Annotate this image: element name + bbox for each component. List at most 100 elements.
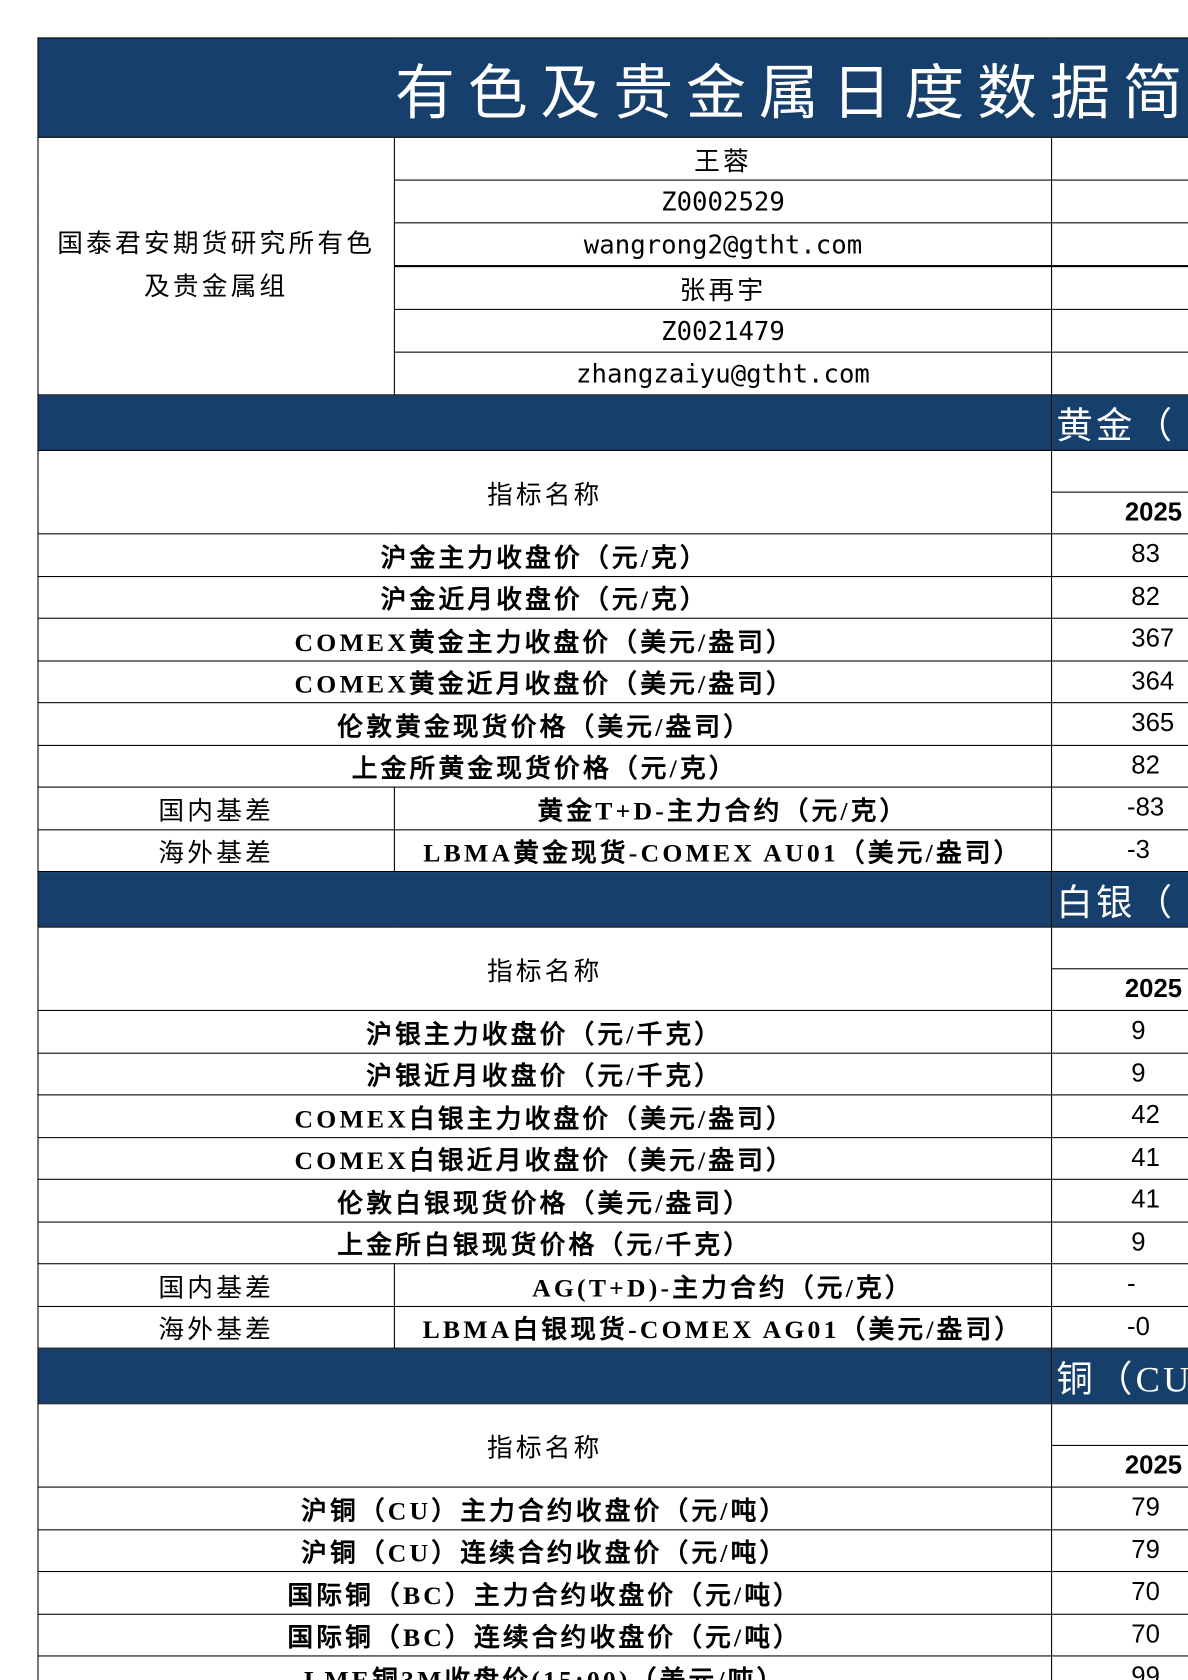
indicator-value: 42 (1051, 1094, 1188, 1138)
indicator-name: 上金所黄金现货价格（元/克） (37, 744, 1053, 788)
indicator-value: 99 (1051, 1655, 1188, 1680)
indicator-name: 沪铜（CU）连续合约收盘价（元/吨） (37, 1528, 1053, 1573)
team-name: 国泰君安期货研究所有色及贵金属组 (37, 136, 395, 396)
column-header: 指标名称 (37, 449, 1188, 535)
indicator-header: 指标名称 (37, 1403, 1053, 1488)
indicator-value: 365 (1051, 702, 1188, 746)
basis-value: -83 (1051, 786, 1188, 830)
date-header: 2025 (1051, 1444, 1188, 1488)
column-header: 2025 (38, 1444, 1188, 1488)
indicator-name: 沪金近月收盘价（元/克） (37, 575, 1053, 619)
indicator-name: COMEX黄金近月收盘价（美元/盎司） (37, 659, 1053, 704)
indicator-value: 79 (1051, 1486, 1188, 1530)
section-title: 黄金（ (1051, 394, 1188, 451)
data-row: COMEX白银近月收盘价（美元/盎司） 41 (37, 1136, 1188, 1180)
empty-cell (1051, 1403, 1188, 1446)
basis-value: - (1051, 1263, 1188, 1307)
indicator-value: 79 (1051, 1528, 1188, 1573)
member-name: 张再宇 (393, 265, 1053, 310)
section-band (37, 1347, 1053, 1405)
data-row: 上金所白银现货价格（元/千克） 9 (37, 1220, 1188, 1265)
section-header: 铜（CU, (37, 1347, 1188, 1405)
basis-name: LBMA白银现货-COMEX AG01（美元/盎司） (393, 1305, 1053, 1349)
info-row: Z0021479 (38, 308, 1188, 353)
indicator-name: 伦敦白银现货价格（美元/盎司） (37, 1178, 1053, 1223)
indicator-name: 上金所白银现货价格（元/千克） (37, 1220, 1053, 1265)
column-header: 指标名称 (37, 1403, 1188, 1488)
data-row: LME铜3M收盘价(15:00)（美元/吨）99 (37, 1655, 1188, 1680)
indicator-value: 9 (1051, 1052, 1188, 1096)
data-row: 伦敦黄金现货价格（美元/盎司） 365 (37, 702, 1188, 746)
indicator-name: 伦敦黄金现货价格（美元/盎司） (37, 702, 1053, 746)
data-row: 国际铜（BC）连续合约收盘价（元/吨） 70 (37, 1613, 1188, 1657)
basis-row: 国内基差 AG(T+D)-主力合约（元/克） - (37, 1263, 1188, 1307)
column-header: 2025 (38, 968, 1188, 1011)
member-name: 王蓉 (393, 136, 1053, 181)
empty-cell (1051, 308, 1188, 353)
indicator-header: 指标名称 (37, 926, 1053, 1011)
section-title: 白银（ (1051, 870, 1188, 928)
empty-cell (1051, 926, 1188, 970)
basis-row: 国内基差 黄金T+D-主力合约（元/克） -83 (37, 786, 1188, 830)
empty-cell (1051, 351, 1188, 396)
data-row: 沪铜（CU）连续合约收盘价（元/吨） 79 (37, 1528, 1188, 1573)
empty-cell (1051, 136, 1188, 181)
section-title: 铜（CU, (1051, 1347, 1188, 1405)
basis-group: 国内基差 (37, 786, 395, 830)
empty-cell (1051, 179, 1188, 224)
indicator-value: 364 (1051, 659, 1188, 704)
data-row: 沪铜（CU）主力合约收盘价（元/吨） 79 (37, 1486, 1188, 1530)
data-row: 沪金主力收盘价（元/克） 83 (37, 533, 1188, 577)
basis-name: 黄金T+D-主力合约（元/克） (393, 786, 1053, 830)
basis-name: LBMA黄金现货-COMEX AU01（美元/盎司） (393, 828, 1053, 873)
indicator-value: 70 (1051, 1570, 1188, 1615)
info-row: 国泰君安期货研究所有色及贵金属组 王蓉 (37, 136, 1188, 396)
info-row: wangrong2@gtht.com (38, 222, 1188, 267)
data-row: 沪银近月收盘价（元/千克） 9 (37, 1052, 1188, 1096)
indicator-value: 70 (1051, 1613, 1188, 1657)
date-header: 2025 (1051, 968, 1188, 1011)
member-email: zhangzaiyu@gtht.com (393, 351, 1053, 396)
indicator-value: 41 (1051, 1136, 1188, 1180)
empty-cell (1051, 222, 1188, 267)
basis-group: 海外基差 (37, 1305, 395, 1349)
column-header: 2025 (38, 491, 1188, 535)
empty-cell (1051, 265, 1188, 310)
section-header: 黄金（ (37, 394, 1188, 451)
indicator-name: COMEX白银近月收盘价（美元/盎司） (37, 1136, 1053, 1180)
indicator-name: 国际铜（BC）主力合约收盘价（元/吨） (37, 1570, 1053, 1615)
indicator-name: 沪铜（CU）主力合约收盘价（元/吨） (37, 1486, 1053, 1530)
data-row: 沪银主力收盘价（元/千克） 9 (37, 1009, 1188, 1054)
report-table: 有色及贵金属日度数据简 国泰君安期货研究所有色及贵金属组 王蓉 Z0002529 wa… (37, 37, 1188, 1680)
basis-name: AG(T+D)-主力合约（元/克） (393, 1263, 1053, 1307)
data-row: 沪金近月收盘价（元/克） 82 (37, 575, 1188, 619)
section-band (37, 870, 1053, 928)
member-id: Z0021479 (393, 308, 1053, 353)
section-band (37, 394, 1053, 451)
indicator-value: 82 (1051, 575, 1188, 619)
basis-value: -3 (1051, 828, 1188, 873)
indicator-value: 367 (1051, 617, 1188, 661)
empty-cell (1051, 449, 1188, 493)
basis-group: 海外基差 (37, 828, 395, 873)
indicator-name: COMEX黄金主力收盘价（美元/盎司） (37, 617, 1053, 661)
indicator-name: 沪金主力收盘价（元/克） (37, 533, 1053, 577)
indicator-name: LME铜3M收盘价(15:00)（美元/吨） (37, 1655, 1053, 1680)
section-header: 白银（ (37, 870, 1188, 928)
data-row: 国际铜（BC）主力合约收盘价（元/吨） 70 (37, 1570, 1188, 1615)
indicator-name: COMEX白银主力收盘价（美元/盎司） (37, 1094, 1053, 1138)
data-row: COMEX黄金近月收盘价（美元/盎司） 364 (37, 659, 1188, 704)
member-email: wangrong2@gtht.com (393, 222, 1053, 267)
report-title: 有色及贵金属日度数据简 (37, 37, 1188, 138)
member-id: Z0002529 (393, 179, 1053, 224)
info-row: Z0002529 (38, 179, 1188, 224)
info-row: zhangzaiyu@gtht.com (38, 351, 1188, 396)
indicator-value: 83 (1051, 533, 1188, 577)
basis-group: 国内基差 (37, 1263, 395, 1307)
info-row: 张再宇 (38, 265, 1188, 310)
indicator-name: 沪银近月收盘价（元/千克） (37, 1052, 1053, 1096)
title-row: 有色及贵金属日度数据简 (37, 37, 1188, 138)
indicator-value: 41 (1051, 1178, 1188, 1223)
